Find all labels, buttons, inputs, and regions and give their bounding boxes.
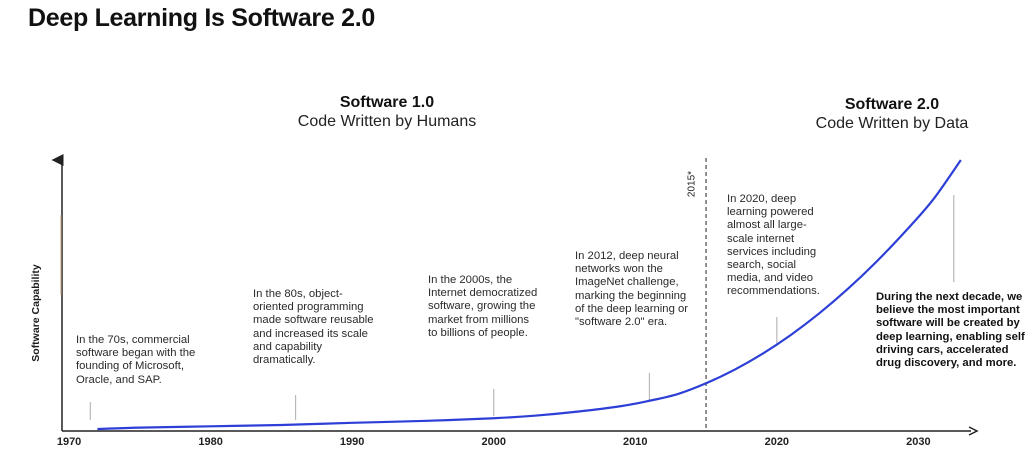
annotation-next-decade: During the next decade, we believe the m… (876, 291, 1025, 370)
annotation-1970s: In the 70s, commercial software began wi… (76, 334, 196, 386)
era-software-1: Software 1.0 Code Written by Humans (272, 94, 502, 131)
x-tick-label: 2020 (765, 436, 789, 448)
x-tick-label: 1970 (57, 436, 81, 448)
era-software-2-name: Software 2.0 (844, 96, 940, 113)
era-software-2-subtitle: Code Written by Data (815, 115, 969, 132)
annotation-2000s: In the 2000s, the Internet democratized … (428, 274, 538, 339)
era-software-1-subtitle: Code Written by Humans (297, 113, 477, 130)
annotation-1980s: In the 80s, object-oriented programming … (253, 288, 374, 367)
x-tick-label: 2010 (623, 436, 647, 448)
era-software-1-name: Software 1.0 (339, 94, 435, 111)
x-tick-label: 1980 (198, 436, 222, 448)
x-axis-arrow (968, 426, 979, 436)
x-tick-label: 2000 (481, 436, 505, 448)
annotation-2012: In 2012, deep neural networks won the Im… (575, 250, 689, 329)
x-tick-label: 2030 (906, 436, 930, 448)
annotation-2020: In 2020, deep learning powered almost al… (727, 193, 820, 298)
page-title: Deep Learning Is Software 2.0 (28, 4, 375, 32)
era-software-2: Software 2.0 Code Written by Data (782, 96, 1002, 133)
x-tick-label: 1990 (340, 436, 364, 448)
capability-curve (97, 159, 962, 431)
